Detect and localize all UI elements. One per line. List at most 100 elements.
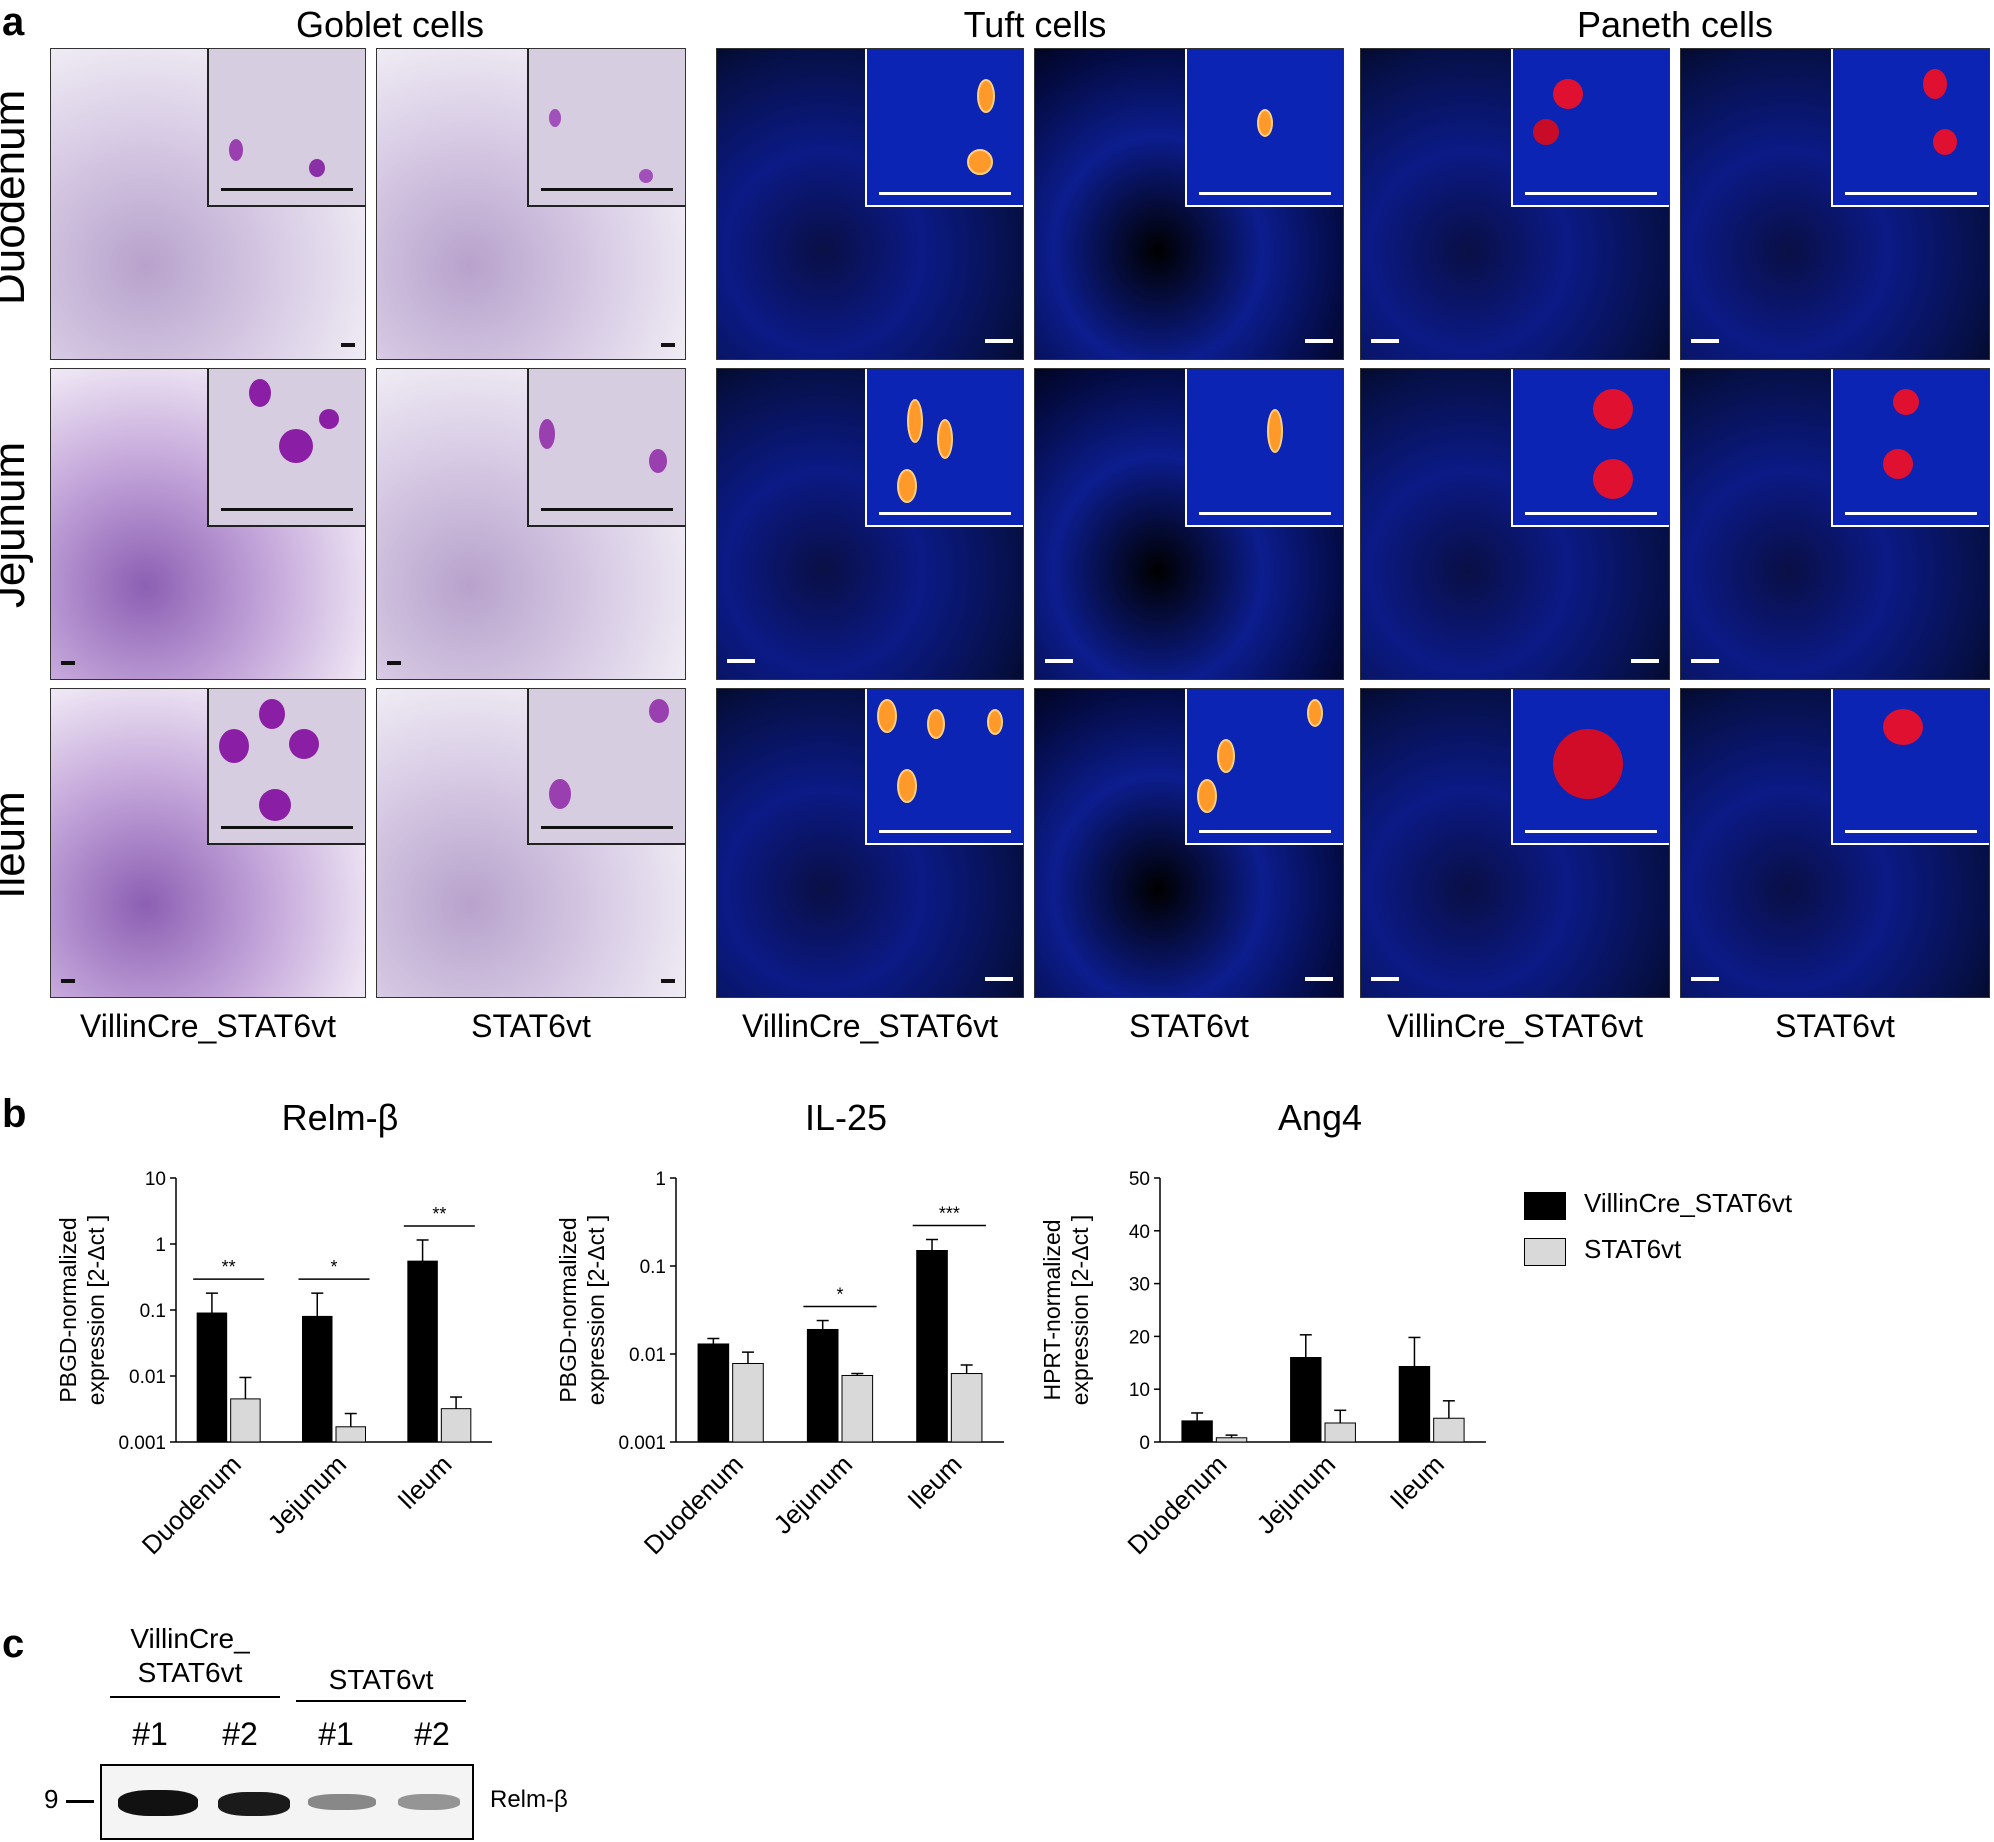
significance-stars: * — [330, 1257, 337, 1277]
legend-swatch-stat6vt — [1524, 1238, 1566, 1266]
y-axis-label-line1: PBGD-normalized — [555, 1217, 581, 1402]
inset-zoom — [1831, 369, 1989, 527]
col-label-tuft-stat6vt: STAT6vt — [1129, 1008, 1249, 1044]
significance-stars: ** — [432, 1204, 446, 1224]
row-label-duodenum: Duodenum — [0, 89, 34, 305]
legend: VillinCre_STAT6vt STAT6vt — [1524, 1188, 1964, 1292]
chart-title: Relm-β — [282, 1097, 399, 1138]
inset-zoom — [1831, 49, 1989, 207]
chart-title: Ang4 — [1278, 1097, 1362, 1138]
inset-zoom — [1511, 49, 1669, 207]
x-tick-label: Ileum — [1384, 1449, 1450, 1515]
y-tick-label: 0.1 — [640, 1257, 666, 1278]
goblet-cells-title: Goblet cells — [295, 4, 485, 45]
panel-a-letter: a — [2, 0, 25, 44]
lane-label-1: #1 — [132, 1716, 168, 1752]
y-tick-label: 0.001 — [118, 1433, 166, 1454]
tuft-ileum-villincre-image — [716, 688, 1024, 998]
tuft-jejunum-villincre-image — [716, 368, 1024, 680]
inset-zoom — [207, 49, 365, 207]
inset-zoom — [1185, 49, 1343, 207]
y-tick-label: 40 — [1129, 1222, 1150, 1243]
inset-zoom — [527, 369, 685, 527]
paneth-duodenum-stat6vt-image — [1680, 48, 1990, 360]
bar-stat6vt — [1324, 1422, 1356, 1443]
paneth-duodenum-villincre-image — [1360, 48, 1670, 360]
blot-group1-line2: STAT6vt — [137, 1657, 243, 1688]
legend-label-stat6vt: STAT6vt — [1584, 1234, 1682, 1264]
inset-zoom — [865, 49, 1023, 207]
y-tick-label: 10 — [1129, 1380, 1150, 1401]
bar-stat6vt — [335, 1426, 366, 1443]
blot-group2-label: STAT6vt — [328, 1664, 434, 1695]
tuft-duodenum-villincre-image — [716, 48, 1024, 360]
goblet-duodenum-villincre-image — [50, 48, 366, 360]
inset-zoom — [1831, 689, 1989, 845]
x-tick-label: Jejunum — [768, 1449, 859, 1540]
y-tick-label: 20 — [1129, 1327, 1150, 1348]
legend-swatch-villincre — [1524, 1192, 1566, 1220]
row-label-ileum: Ileum — [0, 791, 34, 899]
inset-zoom — [207, 689, 365, 845]
tuft-jejunum-stat6vt-image — [1034, 368, 1344, 680]
paneth-ileum-villincre-image — [1360, 688, 1670, 998]
bar-stat6vt — [841, 1374, 874, 1443]
x-tick-label: Jejunum — [262, 1449, 353, 1540]
y-tick-label: 1 — [655, 1169, 666, 1190]
x-tick-label: Duodenum — [638, 1449, 749, 1560]
blot-marker-label: 9 — [44, 1784, 59, 1814]
bar-stat6vt — [950, 1373, 983, 1443]
y-tick-label: 10 — [145, 1169, 166, 1190]
col-label-goblet-stat6vt: STAT6vt — [471, 1008, 591, 1044]
significance-stars: ** — [222, 1257, 236, 1277]
blot-group1-line — [110, 1696, 280, 1698]
x-tick-label: Ileum — [391, 1449, 457, 1515]
inset-zoom — [1511, 689, 1669, 845]
y-axis-label-line1: HPRT-normalized — [1039, 1219, 1065, 1400]
paneth-jejunum-stat6vt-image — [1680, 368, 1990, 680]
x-tick-label: Jejunum — [1251, 1449, 1342, 1540]
y-axis-label-line2: expression [2-Δct ] — [583, 1215, 609, 1406]
bar-stat6vt — [732, 1362, 764, 1443]
lane-label-2: #2 — [222, 1716, 258, 1752]
y-axis-label-line2: expression [2-Δct ] — [83, 1215, 109, 1406]
bar-villincre — [196, 1312, 228, 1443]
inset-zoom — [1185, 689, 1343, 845]
blot-group1-line1: VillinCre_ — [130, 1623, 250, 1654]
bar-villincre — [1290, 1357, 1322, 1443]
paneth-ileum-stat6vt-image — [1680, 688, 1990, 998]
blot-group1-label: VillinCre_ STAT6vt — [110, 1622, 270, 1690]
col-label-paneth-villincre: VillinCre_STAT6vt — [1386, 1008, 1644, 1044]
inset-zoom — [1185, 369, 1343, 527]
legend-label-villincre: VillinCre_STAT6vt — [1584, 1188, 1793, 1218]
y-tick-label: 0.01 — [129, 1367, 166, 1388]
blot-band-3 — [308, 1794, 376, 1810]
y-tick-label: 0 — [1139, 1433, 1150, 1454]
col-label-goblet-villincre: VillinCre_STAT6vt — [79, 1008, 337, 1044]
inset-zoom — [865, 689, 1023, 845]
y-axis-label-line1: PBGD-normalized — [55, 1217, 81, 1402]
bar-stat6vt — [1433, 1417, 1465, 1443]
paneth-cells-title: Paneth cells — [1576, 4, 1774, 45]
tuft-duodenum-stat6vt-image — [1034, 48, 1344, 360]
blot-band-1 — [118, 1790, 198, 1816]
inset-zoom — [207, 369, 365, 527]
panel-b-letter: b — [2, 1092, 27, 1136]
goblet-jejunum-stat6vt-image — [376, 368, 686, 680]
blot-group2-line — [296, 1700, 466, 1702]
lane-label-4: #2 — [414, 1716, 450, 1752]
y-tick-label: 0.01 — [629, 1345, 666, 1366]
y-tick-label: 1 — [155, 1235, 166, 1256]
col-label-tuft-villincre: VillinCre_STAT6vt — [741, 1008, 999, 1044]
bar-stat6vt — [1215, 1437, 1248, 1443]
bar-villincre — [806, 1328, 839, 1443]
x-tick-label: Duodenum — [1121, 1449, 1232, 1560]
paneth-jejunum-villincre-image — [1360, 368, 1670, 680]
col-label-paneth-stat6vt: STAT6vt — [1775, 1008, 1895, 1044]
western-blot — [100, 1764, 474, 1840]
bar-stat6vt — [230, 1398, 261, 1443]
tuft-ileum-stat6vt-image — [1034, 688, 1344, 998]
inset-zoom — [527, 689, 685, 845]
goblet-ileum-stat6vt-image — [376, 688, 686, 998]
